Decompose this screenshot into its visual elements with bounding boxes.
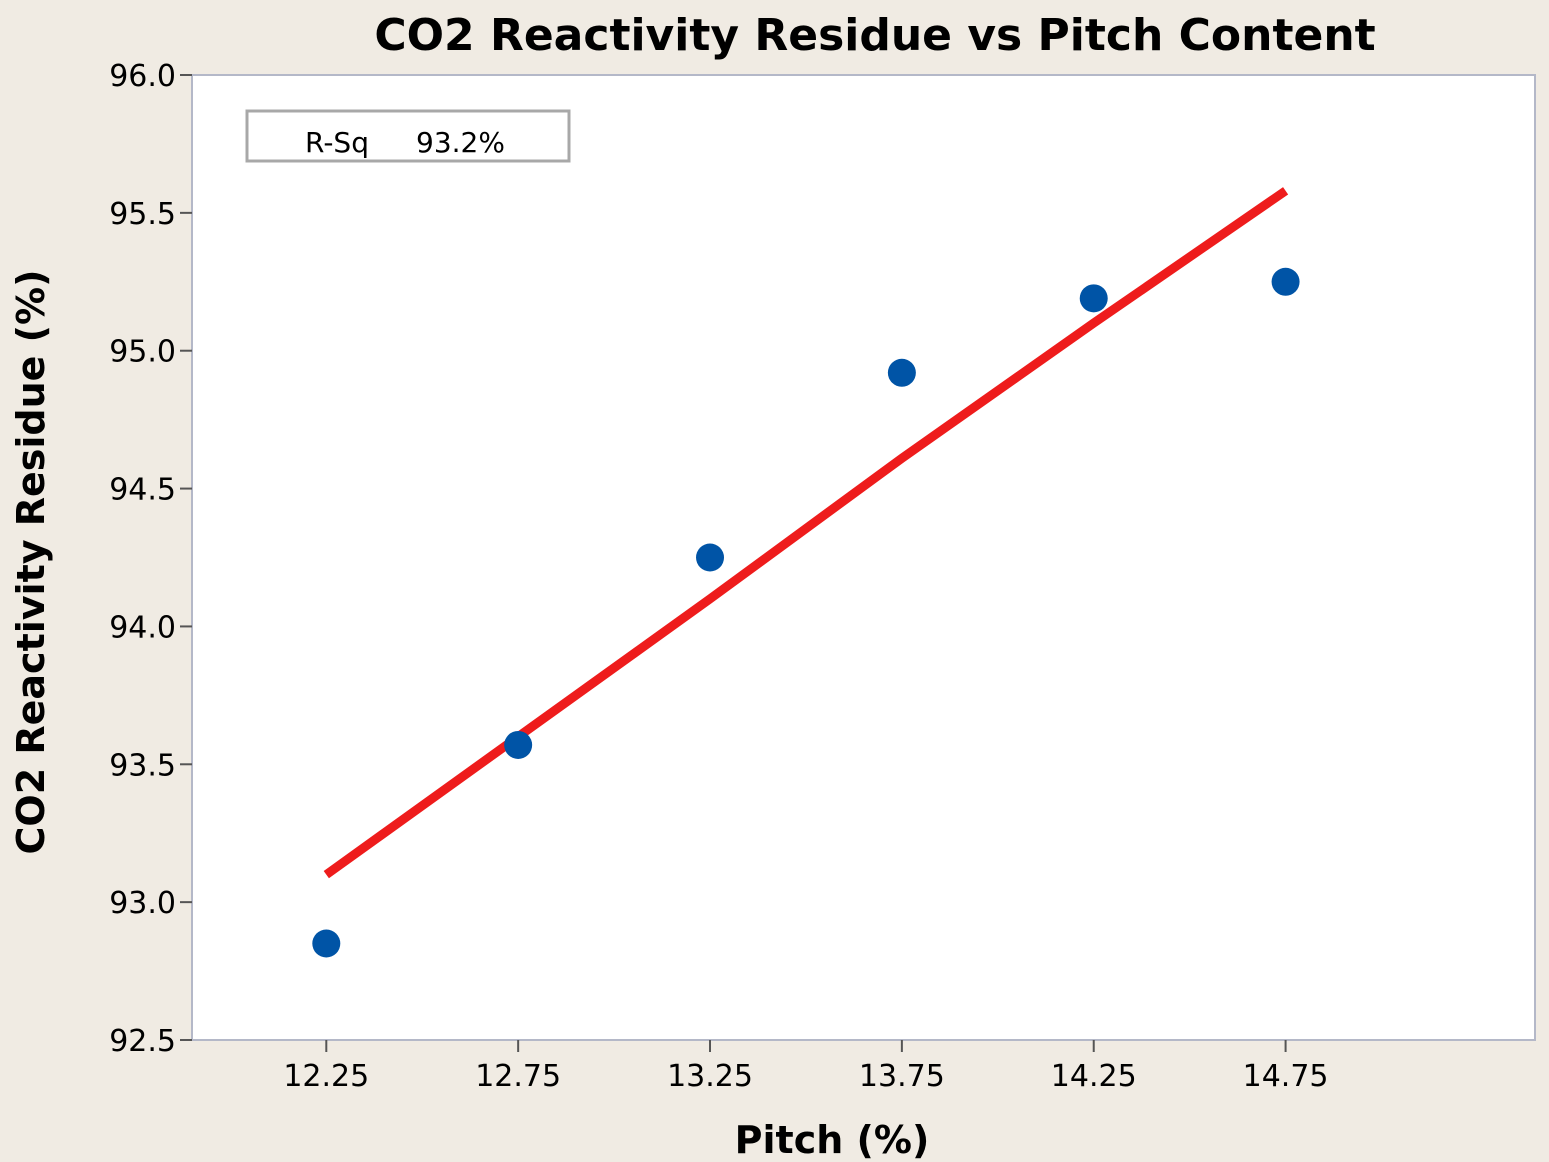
fit-line <box>323 187 1289 879</box>
data-points <box>312 267 1300 958</box>
fit-line-group <box>323 187 1289 879</box>
y-tick-label: 93.5 <box>109 748 176 783</box>
data-point <box>1271 267 1300 296</box>
plot-area <box>191 74 1536 1041</box>
data-point <box>504 730 533 759</box>
y-tick-label: 94.5 <box>109 473 176 508</box>
y-tick-label: 95.0 <box>109 335 176 370</box>
y-tick-label: 96.0 <box>109 59 176 94</box>
x-tick-label: 12.75 <box>475 1059 561 1094</box>
data-point <box>1079 284 1108 313</box>
y-tick-label: 95.5 <box>109 197 176 232</box>
legend-frame <box>245 109 571 163</box>
x-tick-label: 13.25 <box>667 1059 753 1094</box>
legend-box: R-Sq 93.2% <box>245 109 571 163</box>
chart-title: CO2 Reactivity Residue vs Pitch Content <box>374 10 1375 61</box>
data-point <box>696 543 725 572</box>
y-tick-label: 93.0 <box>109 886 176 921</box>
legend-label: R-Sq <box>305 126 369 159</box>
data-point <box>312 929 341 958</box>
data-point <box>887 358 916 387</box>
y-axis-label: CO2 Reactivity Residue (%) <box>9 270 53 855</box>
x-axis-label: Pitch (%) <box>735 1118 930 1162</box>
y-tick-label: 92.5 <box>109 1024 176 1059</box>
x-axis-ticks: 12.25 12.75 13.25 13.75 14.25 14.75 <box>283 1040 1329 1094</box>
y-tick-label: 94.0 <box>109 610 176 645</box>
legend-value: 93.2% <box>416 126 505 159</box>
y-axis-ticks: 92.5 93.0 93.5 94.0 94.5 95.0 95.5 96.0 <box>109 59 192 1059</box>
x-tick-label: 12.25 <box>283 1059 369 1094</box>
x-tick-label: 14.25 <box>1051 1059 1137 1094</box>
x-tick-label: 14.75 <box>1243 1059 1329 1094</box>
x-tick-label: 13.75 <box>859 1059 945 1094</box>
